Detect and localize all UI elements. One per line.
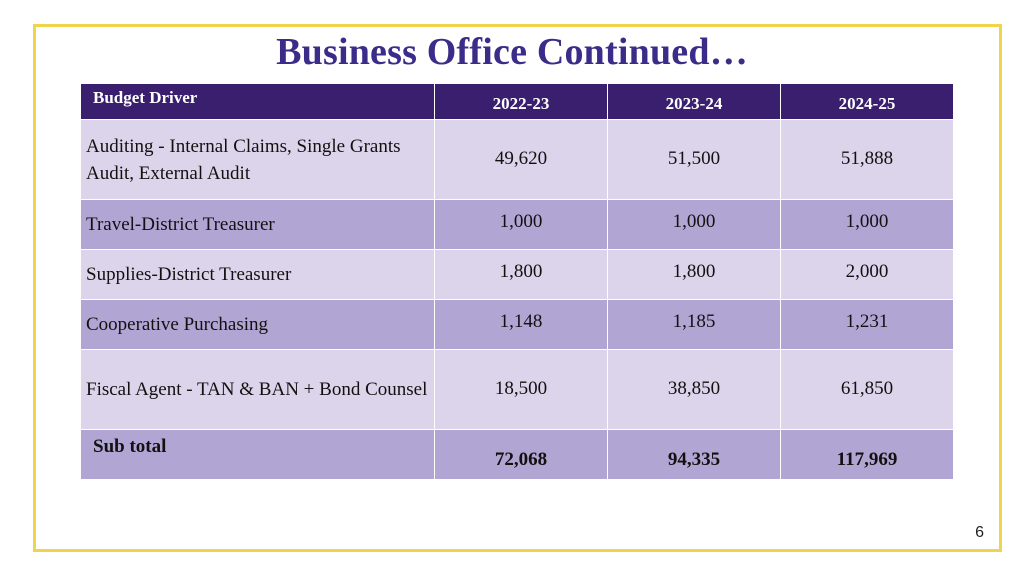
header-2024-25: 2024-25 bbox=[780, 83, 954, 120]
row-label: Supplies-District Treasurer bbox=[80, 249, 435, 300]
cell-2024-25: 1,000 bbox=[780, 199, 954, 250]
table-row: Supplies-District Treasurer 1,800 1,800 … bbox=[80, 249, 954, 300]
row-label: Travel-District Treasurer bbox=[80, 199, 435, 250]
header-budget-driver: Budget Driver bbox=[80, 83, 435, 120]
table-header-row: Budget Driver 2022-23 2023-24 2024-25 bbox=[80, 83, 954, 120]
table-row: Travel-District Treasurer 1,000 1,000 1,… bbox=[80, 199, 954, 250]
cell-2024-25: 51,888 bbox=[780, 119, 954, 200]
table-row: Fiscal Agent - TAN & BAN + Bond Counsel … bbox=[80, 349, 954, 430]
cell-2022-23: 49,620 bbox=[434, 119, 608, 200]
table-row: Cooperative Purchasing 1,148 1,185 1,231 bbox=[80, 299, 954, 350]
page-number: 6 bbox=[975, 524, 984, 541]
cell-2024-25: 2,000 bbox=[780, 249, 954, 300]
cell-2024-25: 61,850 bbox=[780, 349, 954, 430]
cell-2023-24: 1,800 bbox=[607, 249, 781, 300]
subtotal-2023-24: 94,335 bbox=[607, 429, 781, 480]
slide-frame bbox=[33, 24, 1002, 552]
cell-2022-23: 1,148 bbox=[434, 299, 608, 350]
subtotal-2022-23: 72,068 bbox=[434, 429, 608, 480]
slide-title: Business Office Continued… bbox=[276, 31, 748, 73]
subtotal-2024-25: 117,969 bbox=[780, 429, 954, 480]
cell-2022-23: 1,800 bbox=[434, 249, 608, 300]
header-2022-23: 2022-23 bbox=[434, 83, 608, 120]
cell-2024-25: 1,231 bbox=[780, 299, 954, 350]
cell-2022-23: 18,500 bbox=[434, 349, 608, 430]
row-label: Auditing - Internal Claims, Single Grant… bbox=[80, 119, 435, 200]
header-2023-24: 2023-24 bbox=[607, 83, 781, 120]
budget-table: Budget Driver 2022-23 2023-24 2024-25 Au… bbox=[80, 83, 954, 480]
subtotal-label: Sub total bbox=[80, 429, 435, 480]
cell-2022-23: 1,000 bbox=[434, 199, 608, 250]
cell-2023-24: 1,185 bbox=[607, 299, 781, 350]
row-label: Fiscal Agent - TAN & BAN + Bond Counsel bbox=[80, 349, 435, 430]
cell-2023-24: 1,000 bbox=[607, 199, 781, 250]
subtotal-row: Sub total 72,068 94,335 117,969 bbox=[80, 429, 954, 480]
table-row: Auditing - Internal Claims, Single Grant… bbox=[80, 119, 954, 200]
cell-2023-24: 51,500 bbox=[607, 119, 781, 200]
cell-2023-24: 38,850 bbox=[607, 349, 781, 430]
row-label: Cooperative Purchasing bbox=[80, 299, 435, 350]
